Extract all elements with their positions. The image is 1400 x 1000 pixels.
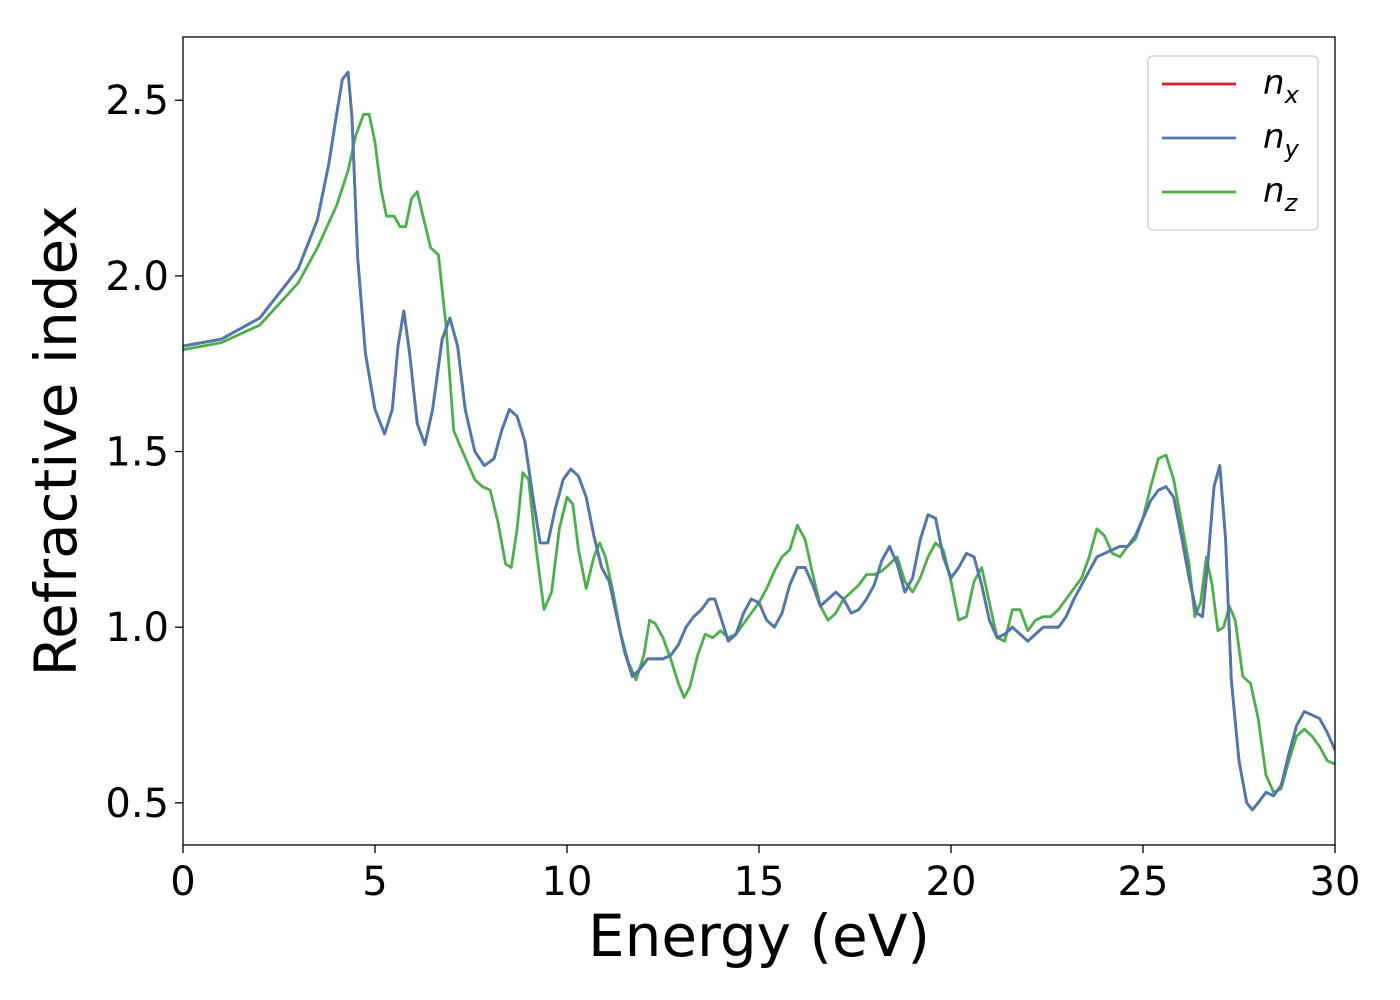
series-line-n-y — [183, 70, 1335, 812]
legend-label-n-z: nz — [1263, 171, 1299, 217]
x-axis-label: Energy (eV) — [588, 902, 930, 970]
y-axis-label: Refractive index — [22, 205, 90, 676]
x-tick-label: 10 — [542, 859, 593, 905]
y-tick-label: 2.0 — [105, 254, 169, 300]
x-tick-label: 15 — [734, 859, 785, 905]
x-axis-ticks: 0 5 10 15 20 25 30 — [170, 845, 1360, 905]
legend-label-n-x: nx — [1263, 63, 1300, 109]
x-tick-label: 30 — [1310, 859, 1361, 905]
x-tick-label: 5 — [362, 859, 387, 905]
x-tick-label: 20 — [926, 859, 977, 905]
y-tick-label: 0.5 — [105, 781, 169, 827]
legend-frame — [1147, 55, 1319, 231]
series-line-n-z — [183, 112, 1335, 794]
y-tick-label: 2.5 — [105, 78, 169, 124]
y-tick-label: 1.0 — [105, 605, 169, 651]
legend-label-n-y: ny — [1263, 117, 1300, 163]
y-tick-label: 1.5 — [105, 430, 169, 476]
y-axis-ticks: 0.5 1.0 1.5 2.0 2.5 — [105, 78, 183, 827]
legend: nx ny nz — [1147, 55, 1319, 231]
series-layer — [183, 70, 1335, 812]
x-tick-label: 25 — [1118, 859, 1169, 905]
x-tick-label: 0 — [170, 859, 195, 905]
